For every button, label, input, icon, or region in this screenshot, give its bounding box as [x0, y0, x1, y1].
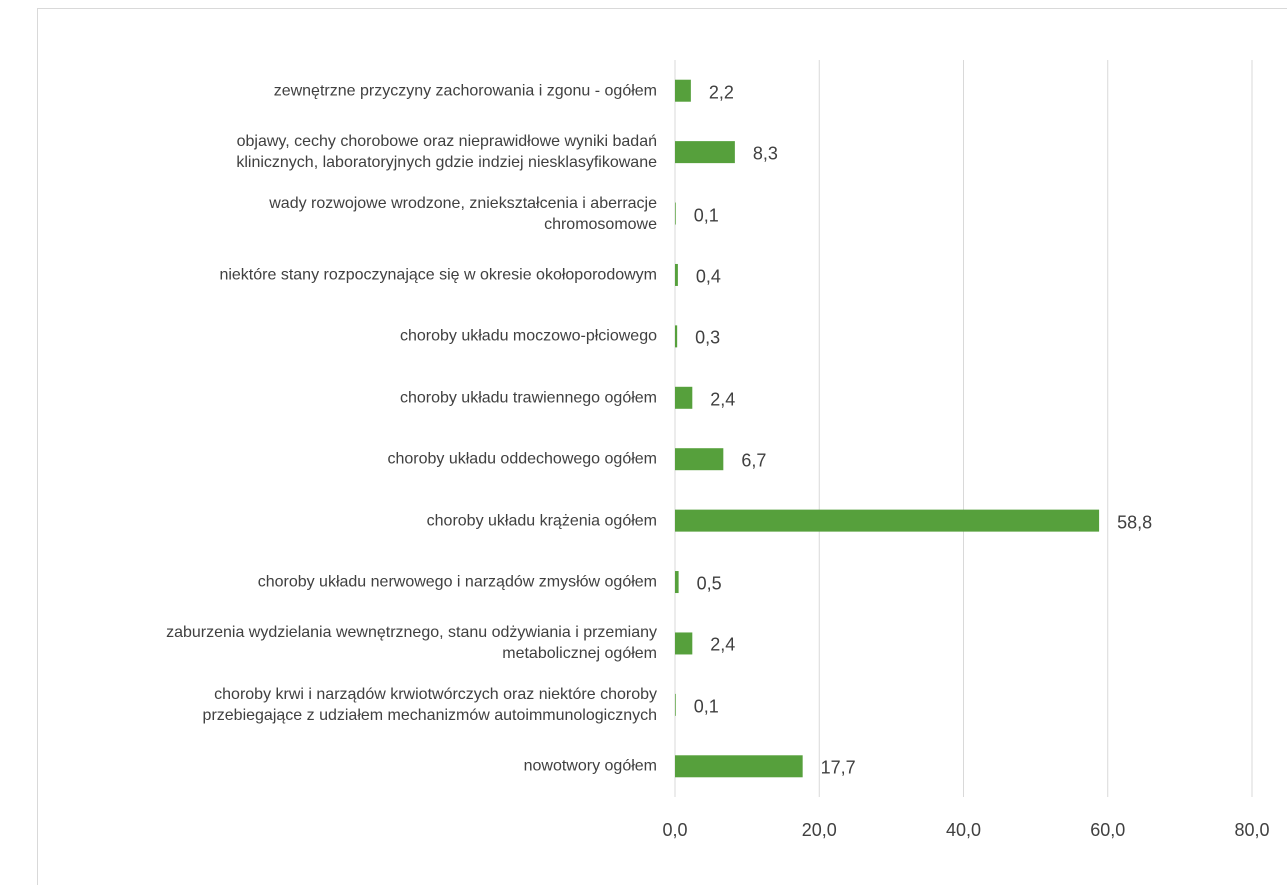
category-label: choroby układu moczowo-płciowego: [399, 327, 657, 345]
bar: [675, 141, 735, 164]
bar: [675, 79, 691, 102]
bar: [675, 632, 693, 655]
category-label: choroby układu trawiennego ogółem: [399, 389, 657, 407]
data-label: 0,3: [695, 327, 721, 348]
data-label: 2,2: [708, 82, 734, 103]
category-label: choroby układu krążenia ogółem: [426, 512, 657, 530]
data-label: 6,7: [741, 450, 767, 471]
bar: [675, 202, 676, 225]
x-tick-label: 80,0: [1234, 820, 1270, 840]
bar: [675, 263, 678, 286]
chart-border: [37, 8, 1287, 885]
bar: [675, 755, 803, 778]
data-label: 58,8: [1117, 512, 1153, 533]
category-label: objawy, cechy chorobowe oraz nieprawidło…: [236, 133, 657, 172]
x-tick-label: 40,0: [945, 820, 982, 840]
data-label: 0,4: [695, 266, 721, 287]
category-label: zaburzenia wydzielania wewnętrznego, sta…: [166, 624, 657, 663]
category-label: choroby układu nerwowego i narządów zmys…: [257, 573, 657, 591]
data-label: 0,1: [693, 696, 719, 717]
category-label: niektóre stany rozpoczynające się w okre…: [219, 266, 657, 284]
x-tick-label: 20,0: [801, 820, 837, 840]
data-label: 8,3: [752, 143, 778, 164]
data-label: 0,1: [693, 205, 719, 226]
category-label: zewnętrzne przyczyny zachorowania i zgon…: [273, 82, 657, 100]
category-label: choroby układu oddechowego ogółem: [387, 450, 657, 468]
x-tick-label: 60,0: [1090, 820, 1126, 840]
data-label: 0,5: [696, 573, 722, 594]
bar: [675, 386, 693, 409]
category-label: choroby krwi i narządów krwiotwórczych o…: [202, 685, 657, 724]
category-label: nowotwory ogółem: [523, 757, 657, 775]
bar: [675, 571, 679, 594]
bar: [675, 325, 678, 348]
x-tick-label: 0,0: [662, 820, 688, 840]
category-label: wady rozwojowe wrodzone, zniekształcenia…: [269, 194, 657, 233]
bar: [675, 448, 724, 471]
data-label: 17,7: [820, 757, 856, 778]
data-label: 2,4: [710, 389, 736, 410]
bar: [675, 693, 676, 716]
data-label: 2,4: [710, 634, 736, 655]
bar: [675, 509, 1100, 532]
